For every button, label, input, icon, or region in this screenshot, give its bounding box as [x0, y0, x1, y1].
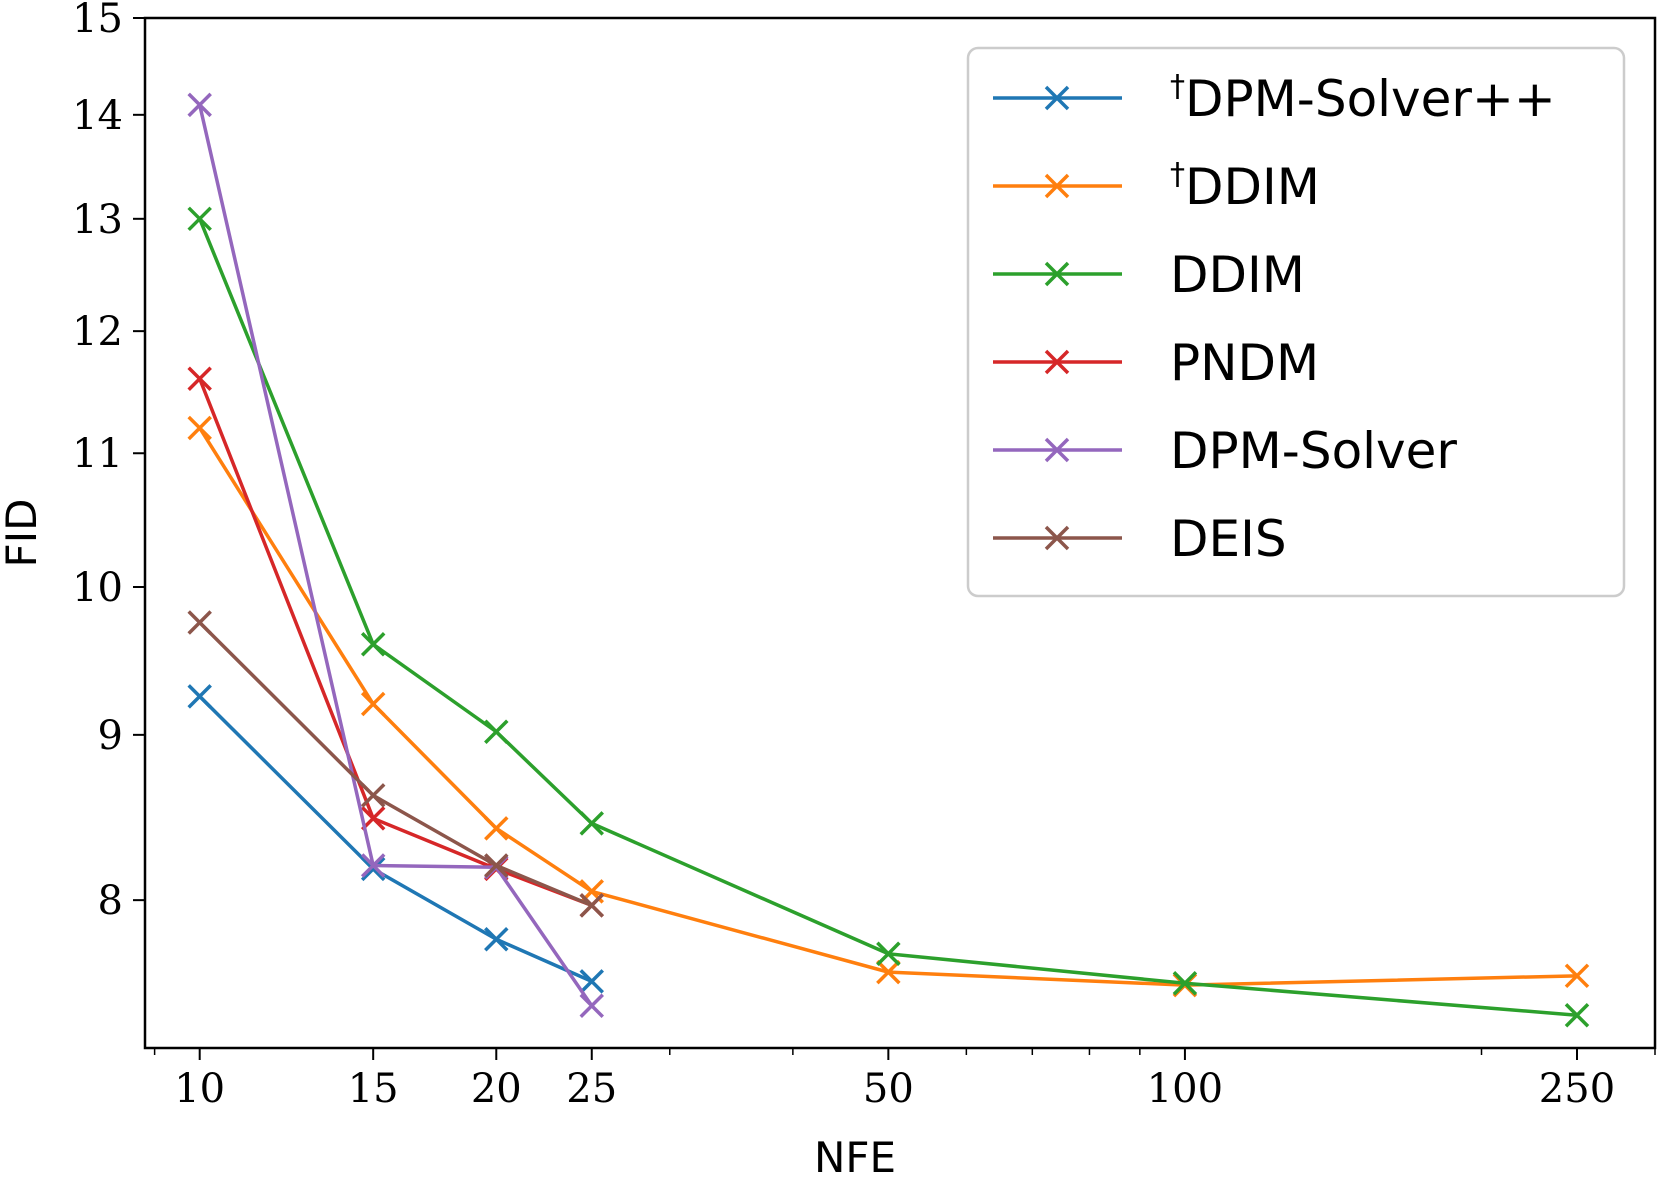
data-point-dagger-ddim-50 — [876, 959, 901, 985]
x-tick-label: 50 — [863, 1066, 914, 1112]
legend-entry-dagger-dpm-solver-: †DPM-Solver++ — [993, 69, 1556, 128]
data-point-dagger-dpm-solver--25 — [579, 969, 604, 994]
legend-entry-dagger-ddim: †DDIM — [993, 157, 1320, 216]
x-tick-label: 100 — [1147, 1066, 1223, 1112]
data-point-dagger-ddim-15 — [360, 691, 386, 717]
x-tick-label: 250 — [1539, 1066, 1615, 1112]
data-point-dpm-solver-15 — [360, 853, 386, 878]
y-tick-label: 9 — [98, 713, 123, 759]
y-tick-label: 13 — [72, 197, 123, 243]
data-point-dpm-solver-10 — [187, 92, 212, 118]
legend-name: DPM-Solver++ — [1185, 70, 1556, 128]
data-point-ddim-10 — [187, 206, 212, 232]
legend-name: PNDM — [1170, 334, 1319, 392]
data-point-dagger-dpm-solver--15 — [360, 856, 386, 882]
data-point-ddim-20 — [484, 719, 509, 744]
legend-name: DDIM — [1185, 158, 1320, 216]
data-point-ddim-25 — [579, 811, 604, 836]
plot-frame — [143, 16, 1657, 1050]
y-tick-label: 12 — [72, 309, 123, 355]
data-point-pndm-10 — [187, 366, 212, 391]
legend-label: DEIS — [1170, 510, 1287, 568]
data-point-deis-20 — [484, 853, 509, 878]
legend-label: †DDIM — [1170, 157, 1320, 216]
legend-name: DPM-Solver — [1170, 422, 1457, 480]
series-pndm — [187, 366, 604, 918]
legend-entry-dpm-solver: DPM-Solver — [993, 422, 1457, 480]
x-tick-label: 10 — [174, 1066, 225, 1112]
legend-label: †DPM-Solver++ — [1170, 69, 1556, 128]
series-line-deis — [198, 621, 593, 908]
series-ddim — [187, 206, 1590, 1028]
legend-dagger: † — [1170, 157, 1185, 192]
data-point-ddim-15 — [360, 632, 386, 657]
series-line-dagger-dpm-solver- — [198, 695, 593, 983]
legend-label: DPM-Solver — [1170, 422, 1457, 480]
legend-entry-deis: DEIS — [993, 510, 1287, 568]
legend-swatch-marker — [1044, 437, 1070, 463]
data-point-dagger-ddim-20 — [484, 816, 509, 841]
y-tick-label: 8 — [98, 878, 123, 924]
series-layer — [187, 92, 1590, 1028]
legend-entry-pndm: PNDM — [993, 334, 1319, 392]
x-tick-label: 15 — [348, 1066, 399, 1112]
legend-box — [966, 46, 1626, 598]
series-line-dpm-solver — [197, 104, 594, 1007]
series-line-pndm — [198, 378, 593, 908]
y-tick-label: 11 — [72, 431, 123, 477]
data-point-dagger-dpm-solver--10 — [187, 684, 212, 709]
legend-label: PNDM — [1170, 334, 1319, 392]
legend-label: DDIM — [1170, 246, 1305, 304]
legend-swatch-marker — [1044, 525, 1070, 551]
data-point-deis-10 — [187, 610, 212, 635]
legend-swatch-marker — [1044, 261, 1070, 287]
data-point-deis-25 — [579, 893, 604, 918]
legend-entry-ddim: DDIM — [993, 246, 1305, 304]
data-point-dagger-ddim-250 — [1564, 963, 1590, 989]
data-point-deis-15 — [360, 783, 386, 808]
y-tick-label: 15 — [72, 0, 123, 42]
series-dpm-solver — [187, 92, 604, 1018]
data-point-dagger-ddim-10 — [187, 415, 212, 441]
legend-swatch-marker — [1044, 85, 1070, 111]
x-axis-label: NFE — [814, 1133, 896, 1178]
y-tick-label: 14 — [72, 93, 123, 139]
x-tick-label: 25 — [566, 1066, 617, 1112]
data-point-dpm-solver-25 — [579, 993, 604, 1018]
y-tick-label: 10 — [72, 565, 123, 611]
x-tick-label: 20 — [471, 1066, 522, 1112]
legend-swatch-marker — [1044, 349, 1070, 375]
legend-dagger: † — [1170, 69, 1185, 104]
data-point-dagger-dpm-solver--20 — [484, 927, 509, 952]
data-point-ddim-250 — [1564, 1003, 1590, 1028]
data-point-ddim-50 — [876, 941, 901, 967]
legend-swatch-marker — [1044, 173, 1070, 199]
legend-name: DEIS — [1170, 510, 1287, 568]
series-deis — [187, 610, 604, 918]
legend-name: DDIM — [1170, 246, 1305, 304]
data-point-ddim-100 — [1172, 971, 1198, 996]
series-dagger-dpm-solver- — [187, 684, 604, 994]
y-axis-label: FID — [0, 499, 46, 568]
